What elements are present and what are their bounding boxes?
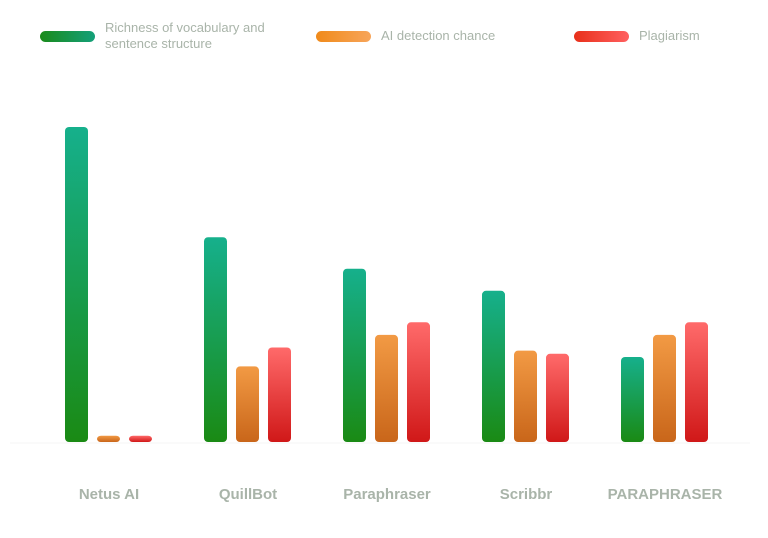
legend-swatch — [40, 30, 95, 42]
bar-quillbot-series-0 — [204, 237, 227, 442]
bar-paraphraser-series-1 — [375, 334, 398, 442]
legend-label: Plagiarism — [639, 28, 700, 43]
bar-paraphraser-series-0 — [343, 268, 366, 442]
bar-paraphraser-series-2 — [407, 322, 430, 442]
bar-scribbr-series-2 — [546, 353, 569, 442]
legend-item-ai-detection: AI detection chance — [316, 28, 495, 44]
bar-netus-ai-series-0 — [65, 127, 88, 442]
legend-item-plagiarism: Plagiarism — [574, 28, 700, 44]
bar-paraphraser-series-1 — [653, 334, 676, 442]
legend-swatch — [574, 30, 629, 42]
x-tick-label: Scribbr — [500, 486, 553, 503]
legend-label: AI detection chance — [381, 28, 496, 43]
x-tick-label: QuillBot — [219, 486, 277, 503]
legend-label: Richness of vocabulary and sentence stru… — [105, 20, 265, 51]
bar-netus-ai-series-1 — [97, 435, 120, 442]
legend-item-vocabulary: Richness of vocabulary and sentence stru… — [40, 20, 275, 52]
x-tick-label: PARAPHRASER — [608, 486, 723, 503]
bar-paraphraser-series-2 — [685, 322, 708, 442]
x-tick-label: Paraphraser — [343, 486, 431, 503]
bar-quillbot-series-2 — [268, 347, 291, 442]
bar-paraphraser-series-0 — [621, 356, 644, 442]
bar-netus-ai-series-2 — [129, 435, 152, 442]
bar-scribbr-series-1 — [514, 350, 537, 442]
legend-swatch — [316, 30, 371, 42]
legend: Richness of vocabulary and sentence stru… — [0, 20, 768, 60]
bar-scribbr-series-0 — [482, 290, 505, 442]
x-tick-label: Netus AI — [79, 486, 139, 503]
bar-quillbot-series-1 — [236, 366, 259, 442]
